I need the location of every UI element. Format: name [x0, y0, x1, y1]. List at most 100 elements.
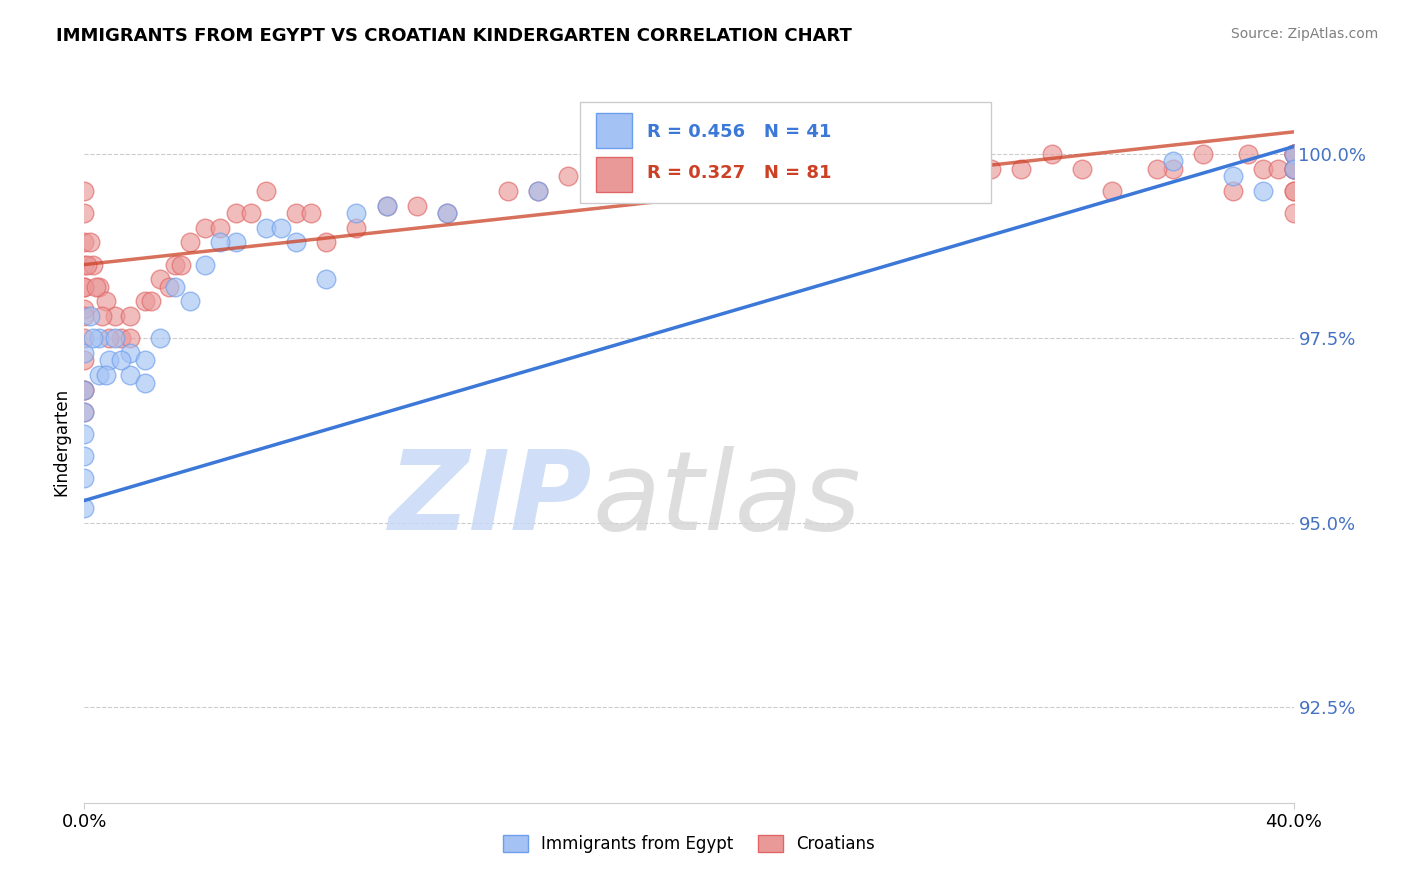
Point	[165, 258, 187, 272]
Point	[1101, 184, 1123, 198]
Y-axis label: Kindergarten: Kindergarten	[52, 387, 70, 496]
Point	[82, 258, 104, 272]
Point	[73, 331, 96, 345]
Point	[254, 184, 277, 198]
Point	[1222, 184, 1244, 198]
Point	[1282, 147, 1305, 161]
Bar	[596, 157, 633, 192]
Point	[118, 309, 141, 323]
Point	[73, 427, 96, 442]
Text: Source: ZipAtlas.com: Source: ZipAtlas.com	[1230, 27, 1378, 41]
Point	[1237, 147, 1260, 161]
Point	[315, 272, 337, 286]
Point	[76, 258, 98, 272]
Point	[97, 331, 120, 345]
Point	[1253, 184, 1275, 198]
Point	[157, 279, 180, 293]
Point	[1192, 147, 1215, 161]
Point	[89, 368, 111, 383]
Point	[588, 184, 610, 198]
Point	[859, 147, 882, 161]
Text: R = 0.327   N = 81: R = 0.327 N = 81	[647, 164, 831, 182]
Point	[315, 235, 337, 250]
Point	[73, 258, 96, 272]
Point	[738, 169, 761, 183]
Point	[179, 235, 201, 250]
Point	[73, 405, 96, 419]
Point	[73, 235, 96, 250]
Point	[738, 147, 761, 161]
Point	[89, 331, 111, 345]
Point	[285, 235, 308, 250]
Point	[209, 220, 232, 235]
Point	[1282, 161, 1305, 176]
Point	[406, 199, 429, 213]
Point	[73, 301, 96, 316]
Point	[73, 353, 96, 368]
Point	[73, 279, 96, 293]
Point	[134, 294, 156, 309]
Point	[890, 147, 912, 161]
Point	[91, 309, 114, 323]
Point	[709, 161, 731, 176]
Point	[134, 353, 156, 368]
Point	[299, 206, 322, 220]
Point	[648, 161, 671, 176]
Point	[104, 309, 127, 323]
Point	[1040, 147, 1063, 161]
Point	[375, 199, 398, 213]
Point	[1282, 147, 1305, 161]
Point	[86, 279, 108, 293]
Point	[179, 294, 201, 309]
Point	[436, 206, 458, 220]
Point	[617, 184, 640, 198]
Point	[73, 309, 96, 323]
Point	[557, 169, 579, 183]
Point	[1282, 147, 1305, 161]
Point	[209, 235, 232, 250]
Bar	[596, 113, 633, 148]
Point	[496, 184, 519, 198]
Point	[118, 368, 141, 383]
Point	[678, 161, 700, 176]
Point	[94, 294, 117, 309]
Point	[270, 220, 292, 235]
Point	[139, 294, 162, 309]
Point	[617, 184, 640, 198]
Point	[1282, 161, 1305, 176]
Point	[97, 353, 120, 368]
Point	[1161, 154, 1184, 169]
Point	[225, 235, 247, 250]
Point	[149, 272, 172, 286]
Point	[73, 383, 96, 397]
Point	[1282, 184, 1305, 198]
Point	[1161, 161, 1184, 176]
Point	[118, 346, 141, 360]
Point	[920, 184, 942, 198]
Point	[1071, 161, 1094, 176]
Point	[149, 331, 172, 345]
Legend: Immigrants from Egypt, Croatians: Immigrants from Egypt, Croatians	[496, 828, 882, 860]
Text: IMMIGRANTS FROM EGYPT VS CROATIAN KINDERGARTEN CORRELATION CHART: IMMIGRANTS FROM EGYPT VS CROATIAN KINDER…	[56, 27, 852, 45]
Point	[346, 220, 368, 235]
Point	[1222, 169, 1244, 183]
Point	[1282, 161, 1305, 176]
Point	[527, 184, 550, 198]
Point	[980, 161, 1002, 176]
Point	[94, 368, 117, 383]
Point	[104, 331, 127, 345]
Point	[73, 279, 96, 293]
Point	[118, 331, 141, 345]
Point	[254, 220, 277, 235]
Point	[1282, 161, 1305, 176]
Point	[73, 346, 96, 360]
Point	[73, 450, 96, 464]
Point	[1253, 161, 1275, 176]
Point	[799, 161, 821, 176]
Point	[73, 383, 96, 397]
Point	[73, 405, 96, 419]
Point	[1146, 161, 1168, 176]
Point	[346, 206, 368, 220]
Point	[134, 376, 156, 390]
Point	[194, 258, 217, 272]
